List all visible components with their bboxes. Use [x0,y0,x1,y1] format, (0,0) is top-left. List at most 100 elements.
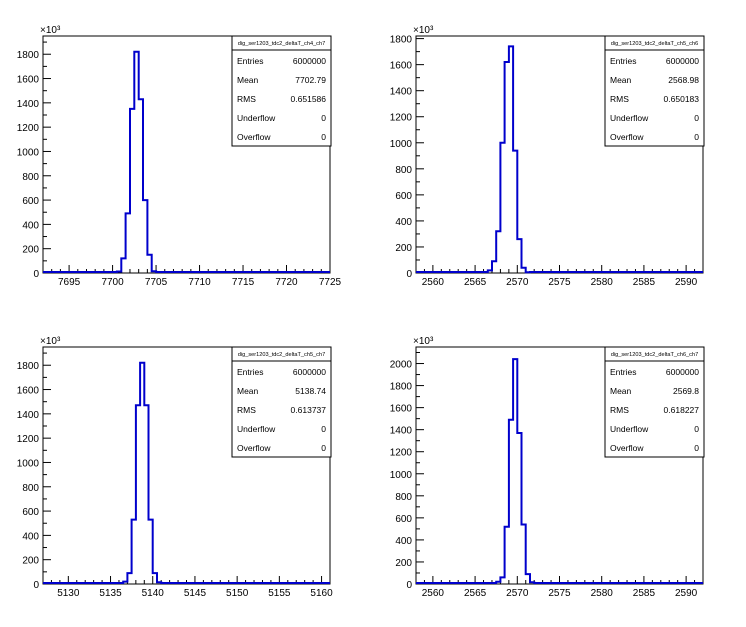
y-tick-label: 1000 [390,139,413,150]
y-tick-label: 1800 [17,361,40,372]
stats-title: dig_ser1203_tdc2_deltaT_ch6_ch7 [611,352,698,358]
y-tick-label: 200 [395,243,412,254]
y-tick-label: 1200 [390,448,413,459]
y-tick-label: 0 [406,269,412,280]
stats-value: 0 [694,424,699,434]
stats-value: 0.651586 [291,94,327,104]
x-tick-label: 7700 [101,277,124,288]
x-tick-label: 2580 [591,588,614,599]
stats-label: Mean [610,386,632,396]
x-tick-label: 7695 [58,277,81,288]
y-tick-label: 2000 [390,360,413,371]
histogram-series [416,358,703,584]
stats-label: Mean [237,386,259,396]
y-tick-label: 400 [22,220,39,231]
y-tick-label: 1800 [390,382,413,393]
stats-title: dig_ser1203_tdc2_deltaT_ch5_ch7 [238,352,325,358]
x-tick-label: 2585 [633,277,656,288]
x-tick-label: 2570 [506,588,529,599]
y-tick-label: 1600 [390,404,413,415]
stats-label: Entries [610,56,636,66]
y-tick-label: 0 [33,580,39,591]
y-tick-label: 1000 [17,458,40,469]
stats-value: 0.613737 [291,405,327,415]
y-tick-label: 800 [395,492,412,503]
x-tick-label: 2590 [675,277,698,288]
y-tick-label: 600 [22,507,39,518]
stats-box-frame [231,35,332,147]
stats-value: 0 [321,443,326,453]
y-tick-label: 600 [395,191,412,202]
stats-value: 2569.8 [673,386,699,396]
y-exponent-label: ×10³ [413,336,434,347]
histogram-series [43,361,330,584]
y-exponent-label: ×10³ [40,25,61,36]
stats-value: 0 [321,113,326,123]
stats-box: dig_ser1203_tdc2_deltaT_ch5_ch7 Entries 60… [231,346,332,458]
x-tick-label: 2560 [422,588,445,599]
histogram-panel-1: 0 200 400 600 800 1000 1200 1400 1600 1800 7695 770… [17,25,342,288]
stats-label: Underflow [237,424,276,434]
stats-value: 6000000 [666,367,699,377]
stats-box-frame [231,346,332,458]
y-tick-label: 200 [22,556,39,567]
x-tick-label: 2570 [506,277,529,288]
x-tick-label: 5145 [184,588,207,599]
stats-label: Overflow [237,443,271,453]
stats-label: Entries [237,367,263,377]
y-tick-label: 800 [395,165,412,176]
stats-title: dig_ser1203_tdc2_deltaT_ch4_ch7 [238,41,325,47]
stats-value: 6000000 [293,367,326,377]
histogram-series [43,50,330,273]
stats-value: 5138.74 [295,386,326,396]
stats-box-frame [604,346,705,458]
y-tick-label: 1400 [17,410,40,421]
stats-value: 6000000 [293,56,326,66]
stats-label: RMS [237,405,256,415]
y-tick-label: 1200 [17,123,40,134]
stats-value: 6000000 [666,56,699,66]
y-tick-label: 1200 [390,113,413,124]
stats-label: Overflow [610,132,644,142]
x-tick-label: 2565 [464,588,487,599]
y-tick-label: 1000 [17,147,40,158]
x-tick-label: 7725 [319,277,342,288]
y-tick-label: 400 [22,531,39,542]
stats-label: Entries [610,367,636,377]
x-tick-label: 7710 [188,277,211,288]
y-tick-label: 0 [406,580,412,591]
y-tick-label: 200 [395,558,412,569]
x-tick-label: 5140 [142,588,165,599]
y-exponent-label: ×10³ [40,336,61,347]
stats-value: 0.618227 [664,405,700,415]
y-tick-label: 1800 [390,35,413,46]
y-tick-label: 800 [22,483,39,494]
y-tick-label: 400 [395,217,412,228]
y-tick-label: 0 [33,269,39,280]
x-tick-label: 7715 [232,277,255,288]
y-tick-label: 1400 [390,426,413,437]
y-tick-label: 800 [22,172,39,183]
x-tick-label: 5150 [226,588,249,599]
stats-label: RMS [610,94,629,104]
y-tick-label: 200 [22,245,39,256]
stats-box: dig_ser1203_tdc2_deltaT_ch6_ch7 Entries 60… [604,346,705,458]
stats-value: 0.650183 [664,94,700,104]
y-tick-label: 1400 [17,99,40,110]
x-tick-label: 2580 [591,277,614,288]
x-tick-label: 5160 [310,588,333,599]
y-tick-label: 1800 [17,50,40,61]
stats-value: 0 [694,443,699,453]
x-tick-label: 2585 [633,588,656,599]
x-tick-label: 7705 [145,277,168,288]
x-tick-label: 2560 [422,277,445,288]
stats-title: dig_ser1203_tdc2_deltaT_ch5_ch6 [611,41,698,47]
stats-value: 0 [694,113,699,123]
y-tick-label: 1600 [390,61,413,72]
stats-label: Entries [237,56,263,66]
x-tick-label: 2575 [548,277,571,288]
stats-label: Underflow [610,424,649,434]
stats-label: Mean [610,75,632,85]
stats-label: Mean [237,75,259,85]
